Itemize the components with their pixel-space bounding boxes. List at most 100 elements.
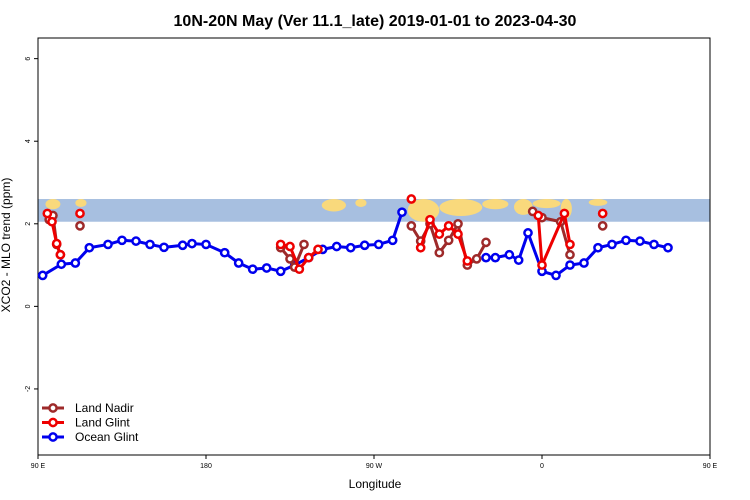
ocean-glint-point-0-24 <box>387 235 398 246</box>
ocean-glint-point-0-16 <box>275 266 286 277</box>
land-nadir-point-3-5 <box>453 218 463 229</box>
land-glint-point-6-0 <box>597 208 608 219</box>
map-land-2 <box>321 199 346 212</box>
x-tick-label-0: 90 E <box>31 463 46 470</box>
land-nadir-point-2-3 <box>299 239 309 250</box>
y-axis: -2 0 2 4 6 <box>25 57 38 392</box>
land-glint-point-4-1 <box>425 214 435 225</box>
land-nadir-point-3-3 <box>434 247 445 258</box>
land-glint-point-0-1 <box>47 216 57 227</box>
land-nadir-point-3-7 <box>471 254 482 264</box>
ocean-glint-point-1-2 <box>504 249 515 260</box>
ocean-glint-point-0-5 <box>117 235 127 246</box>
y-tick-label-2: 2 <box>25 222 32 226</box>
ocean-glint-point-0-15 <box>261 263 272 273</box>
land-nadir-point-3-0 <box>406 221 417 231</box>
land-nadir-point-3-4 <box>443 235 454 246</box>
ocean-glint-point-0-6 <box>131 236 141 246</box>
legend-label-1: Land Glint <box>75 416 130 430</box>
land-glint-point-1-0 <box>75 208 85 219</box>
land-glint-line-5 <box>536 211 572 267</box>
y-tick-label-4: 6 <box>25 57 32 61</box>
x-tick-label-2: 90 W <box>366 463 383 470</box>
x-axis: 90 E 180 90 W 0 90 E <box>31 455 718 470</box>
y-tick-label-3: 4 <box>25 139 32 143</box>
x-tick-label-1: 180 <box>200 463 212 470</box>
land-glint-point-5-3 <box>565 239 575 250</box>
land-glint-point-4-3 <box>443 221 454 231</box>
map-land-8 <box>532 199 561 209</box>
ocean-glint-point-0-12 <box>219 247 230 258</box>
land-glint-point-5-0 <box>533 210 544 221</box>
ocean-glint-point-1-11 <box>621 235 631 246</box>
y-axis-label: XCO2 - MLO trend (ppm) <box>0 178 13 313</box>
legend-marker-0 <box>48 403 58 413</box>
ocean-glint-point-1-1 <box>490 252 501 263</box>
land-nadir-point-3-8 <box>481 237 491 248</box>
map-land-3 <box>355 199 367 207</box>
ocean-glint-point-0-21 <box>345 242 356 253</box>
series-layer <box>37 194 673 281</box>
land-nadir-point-1-0 <box>75 221 85 231</box>
ocean-glint-point-0-9 <box>177 240 188 251</box>
map-ocean <box>38 199 710 222</box>
x-tick-label-3: 0 <box>540 463 544 470</box>
ocean-glint-point-0-2 <box>70 258 81 268</box>
land-glint-point-2-4 <box>313 244 323 255</box>
ocean-glint-point-1-4 <box>523 228 533 238</box>
ocean-glint-point-1-9 <box>593 242 603 253</box>
ocean-glint-point-0-10 <box>187 238 197 249</box>
land-glint-point-0-2 <box>51 238 62 249</box>
land-glint-point-4-5 <box>462 256 473 266</box>
x-axis-label: Longitude <box>349 477 402 491</box>
land-glint-point-4-4 <box>453 229 463 239</box>
map-land-5 <box>439 199 483 217</box>
ocean-glint-point-0-0 <box>37 270 48 281</box>
ocean-glint-point-0-7 <box>145 239 155 250</box>
land-glint-point-0-3 <box>55 249 66 260</box>
y-tick-label-0: -2 <box>25 386 32 392</box>
map-land-1 <box>75 199 87 207</box>
land-glint-point-2-1 <box>285 241 295 252</box>
ocean-glint-point-0-22 <box>359 240 370 251</box>
ocean-glint-point-0-20 <box>331 241 342 252</box>
land-nadir-point-5-0 <box>597 221 608 231</box>
land-glint-point-5-1 <box>537 260 547 270</box>
ocean-glint-point-1-0 <box>481 252 491 263</box>
ocean-glint-point-1-7 <box>565 260 575 270</box>
land-glint-point-2-0 <box>275 239 286 250</box>
map-land-10 <box>588 199 608 206</box>
land-glint-point-5-2 <box>559 208 570 219</box>
chart-title: 10N-20N May (Ver 11.1_late) 2019-01-01 t… <box>174 13 577 30</box>
ocean-glint-point-1-8 <box>579 258 589 268</box>
ocean-glint-point-1-12 <box>635 236 645 246</box>
ocean-glint-point-0-25 <box>397 207 407 218</box>
ocean-glint-point-0-4 <box>103 239 113 250</box>
ocean-glint-point-1-14 <box>663 242 673 253</box>
land-glint-point-2-2 <box>294 264 305 275</box>
map-band <box>38 199 710 222</box>
ocean-glint-point-0-11 <box>201 239 211 250</box>
ocean-glint-point-0-8 <box>159 242 169 253</box>
ocean-glint-point-0-3 <box>84 242 95 253</box>
ocean-glint-point-1-6 <box>551 270 561 281</box>
ocean-glint-point-1-3 <box>513 255 524 265</box>
legend-label-2: Ocean Glint <box>75 430 139 444</box>
ocean-glint-point-1-13 <box>649 239 659 250</box>
map-land-6 <box>482 199 509 210</box>
legend-label-0: Land Nadir <box>75 401 134 415</box>
ocean-glint-point-0-14 <box>247 264 258 275</box>
x-tick-label-4: 90 E <box>703 463 718 470</box>
land-glint-point-3-0 <box>406 194 417 204</box>
legend-marker-1 <box>48 417 58 428</box>
land-glint-point-4-0 <box>415 242 426 253</box>
land-glint-point-4-2 <box>434 229 445 239</box>
y-tick-label-1: 0 <box>25 304 32 308</box>
legend-marker-2 <box>48 432 58 442</box>
ocean-glint-point-0-23 <box>373 239 384 250</box>
land-nadir-point-4-3 <box>565 249 575 260</box>
ocean-glint-point-0-1 <box>56 259 67 270</box>
ocean-glint-point-1-10 <box>607 239 617 250</box>
